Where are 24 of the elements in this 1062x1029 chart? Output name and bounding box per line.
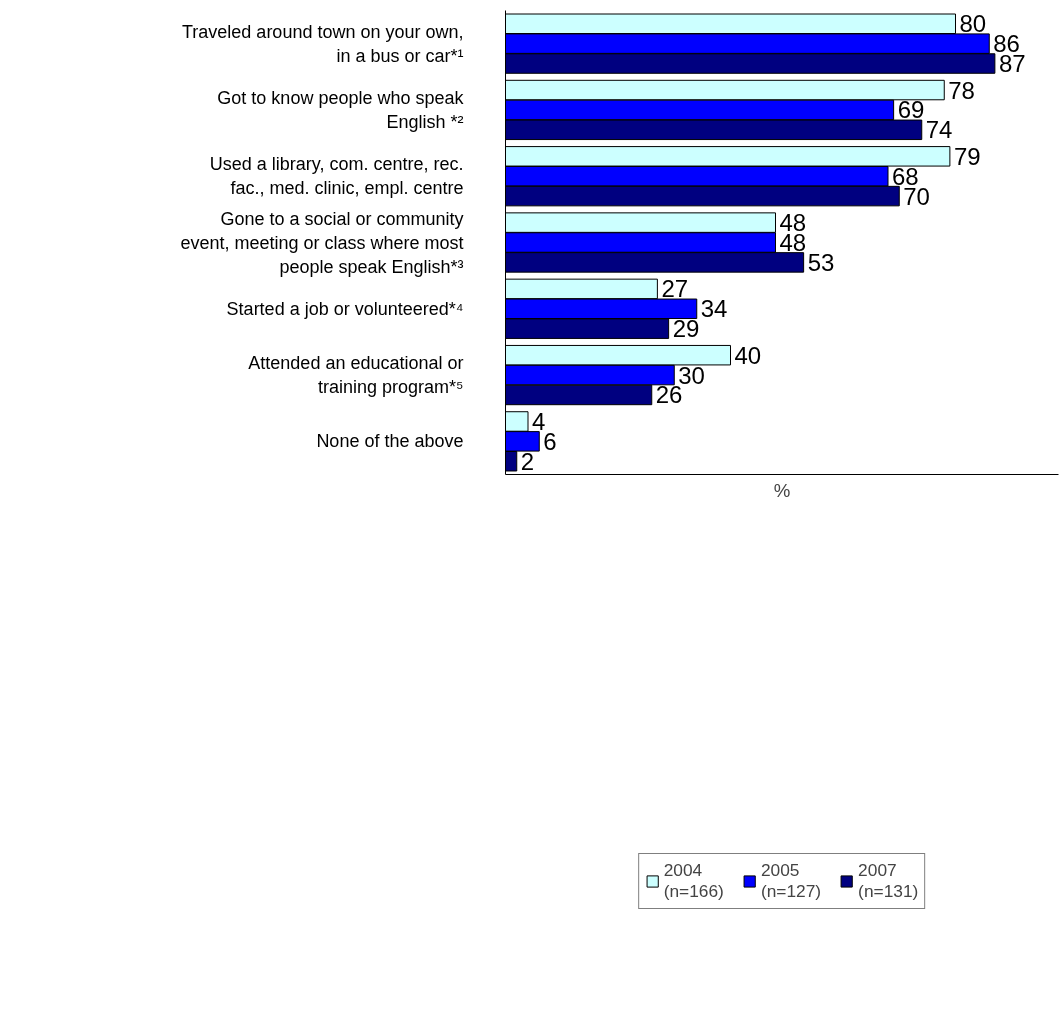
y-tick-label: Started a job or volunteered*⁴	[226, 298, 464, 319]
y-tick-label: Used a library, com. centre, rec. fac., med. clinic, empl. centre	[209, 154, 464, 199]
data-label: 40	[734, 341, 762, 369]
y-tick-label: Got to know people who speak English *²	[217, 87, 465, 132]
data-label: 80	[959, 10, 987, 38]
data-label: 4	[532, 407, 546, 435]
legend-label: 2005 (n=127)	[760, 859, 822, 902]
x-axis-title: %	[773, 479, 791, 501]
legend-label: 2007 (n=131)	[858, 859, 919, 902]
data-label: 74	[925, 116, 953, 144]
data-label: 78	[948, 76, 975, 104]
data-label: 69	[897, 96, 925, 124]
data-label: 6	[543, 427, 557, 455]
data-label: 53	[807, 248, 835, 276]
data-label: 2	[520, 447, 535, 475]
data-label: 27	[661, 275, 689, 303]
y-tick-label: Traveled around town on your own, in a bus or car*¹	[182, 21, 464, 66]
y-tick-label: None of the above	[316, 431, 464, 452]
y-tick-label: Attended an educational or training program*⁵	[248, 353, 464, 398]
data-label: 34	[700, 295, 728, 323]
legend-label: 2004 (n=166)	[663, 859, 724, 902]
y-tick-label: Gone to a social or community event, meeting or class where most people speak English*³	[180, 208, 464, 277]
data-label: 29	[672, 315, 700, 343]
data-label: 79	[953, 142, 981, 170]
